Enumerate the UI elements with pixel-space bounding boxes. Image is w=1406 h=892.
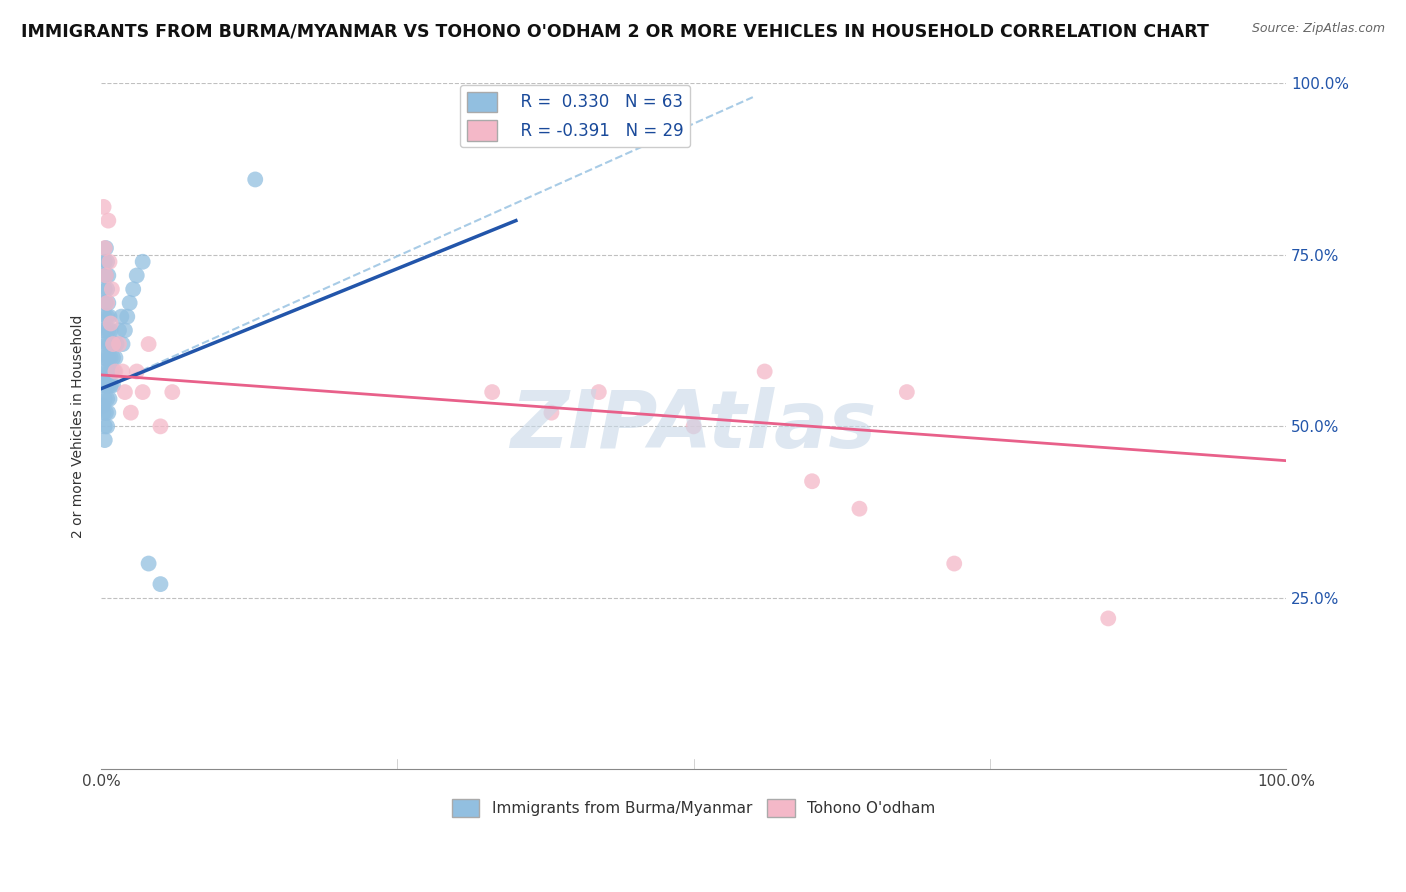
Point — [94, 351, 117, 365]
Point — [754, 364, 776, 378]
Point — [97, 323, 120, 337]
Point — [101, 364, 124, 378]
Point — [93, 200, 115, 214]
Y-axis label: 2 or more Vehicles in Household: 2 or more Vehicles in Household — [72, 315, 86, 538]
Point — [138, 337, 160, 351]
Point — [114, 323, 136, 337]
Point — [896, 385, 918, 400]
Point — [96, 282, 118, 296]
Point — [94, 419, 117, 434]
Point — [96, 337, 118, 351]
Point — [101, 337, 124, 351]
Point — [118, 296, 141, 310]
Point — [103, 364, 125, 378]
Point — [98, 364, 121, 378]
Point — [93, 378, 115, 392]
Point — [94, 282, 117, 296]
Point — [122, 282, 145, 296]
Point — [111, 364, 134, 378]
Point — [97, 213, 120, 227]
Point — [93, 296, 115, 310]
Point — [97, 406, 120, 420]
Point — [94, 337, 117, 351]
Point — [110, 310, 132, 324]
Point — [94, 268, 117, 283]
Point — [131, 385, 153, 400]
Point — [103, 337, 125, 351]
Point — [101, 282, 124, 296]
Point — [481, 385, 503, 400]
Point — [97, 268, 120, 283]
Point — [94, 268, 117, 283]
Point — [245, 172, 267, 186]
Point — [94, 406, 117, 420]
Point — [94, 268, 117, 283]
Point — [98, 254, 121, 268]
Point — [108, 337, 131, 351]
Text: ZIPAtlas: ZIPAtlas — [510, 387, 877, 466]
Point — [588, 385, 610, 400]
Point — [96, 254, 118, 268]
Point — [117, 310, 139, 324]
Point — [94, 364, 117, 378]
Point — [94, 378, 117, 392]
Point — [94, 433, 117, 447]
Point — [94, 310, 117, 324]
Point — [96, 392, 118, 406]
Point — [100, 351, 122, 365]
Point — [94, 392, 117, 406]
Point — [540, 406, 562, 420]
Point — [98, 392, 121, 406]
Point — [108, 323, 131, 337]
Point — [96, 419, 118, 434]
Text: IMMIGRANTS FROM BURMA/MYANMAR VS TOHONO O'ODHAM 2 OR MORE VEHICLES IN HOUSEHOLD : IMMIGRANTS FROM BURMA/MYANMAR VS TOHONO … — [21, 22, 1209, 40]
Point — [94, 296, 117, 310]
Point — [97, 351, 120, 365]
Point — [111, 337, 134, 351]
Point — [101, 351, 124, 365]
Point — [162, 385, 184, 400]
Point — [104, 364, 127, 378]
Point — [93, 406, 115, 420]
Point — [149, 419, 172, 434]
Point — [100, 323, 122, 337]
Point — [1097, 611, 1119, 625]
Point — [138, 557, 160, 571]
Point — [93, 323, 115, 337]
Point — [943, 557, 966, 571]
Point — [125, 268, 148, 283]
Point — [93, 351, 115, 365]
Point — [114, 385, 136, 400]
Point — [97, 378, 120, 392]
Point — [149, 577, 172, 591]
Point — [101, 337, 124, 351]
Point — [94, 254, 117, 268]
Point — [91, 399, 114, 413]
Point — [94, 241, 117, 255]
Point — [98, 310, 121, 324]
Point — [101, 378, 124, 392]
Legend: Immigrants from Burma/Myanmar, Tohono O'odham: Immigrants from Burma/Myanmar, Tohono O'… — [446, 792, 942, 823]
Point — [104, 351, 127, 365]
Point — [848, 501, 870, 516]
Point — [96, 364, 118, 378]
Point — [96, 310, 118, 324]
Point — [105, 337, 128, 351]
Point — [682, 419, 704, 434]
Point — [801, 475, 824, 489]
Point — [100, 378, 122, 392]
Point — [120, 406, 142, 420]
Point — [100, 317, 122, 331]
Text: Source: ZipAtlas.com: Source: ZipAtlas.com — [1251, 22, 1385, 36]
Point — [96, 296, 118, 310]
Point — [131, 254, 153, 268]
Point — [91, 371, 114, 385]
Point — [97, 296, 120, 310]
Point — [94, 241, 117, 255]
Point — [94, 323, 117, 337]
Point — [125, 364, 148, 378]
Point — [98, 337, 121, 351]
